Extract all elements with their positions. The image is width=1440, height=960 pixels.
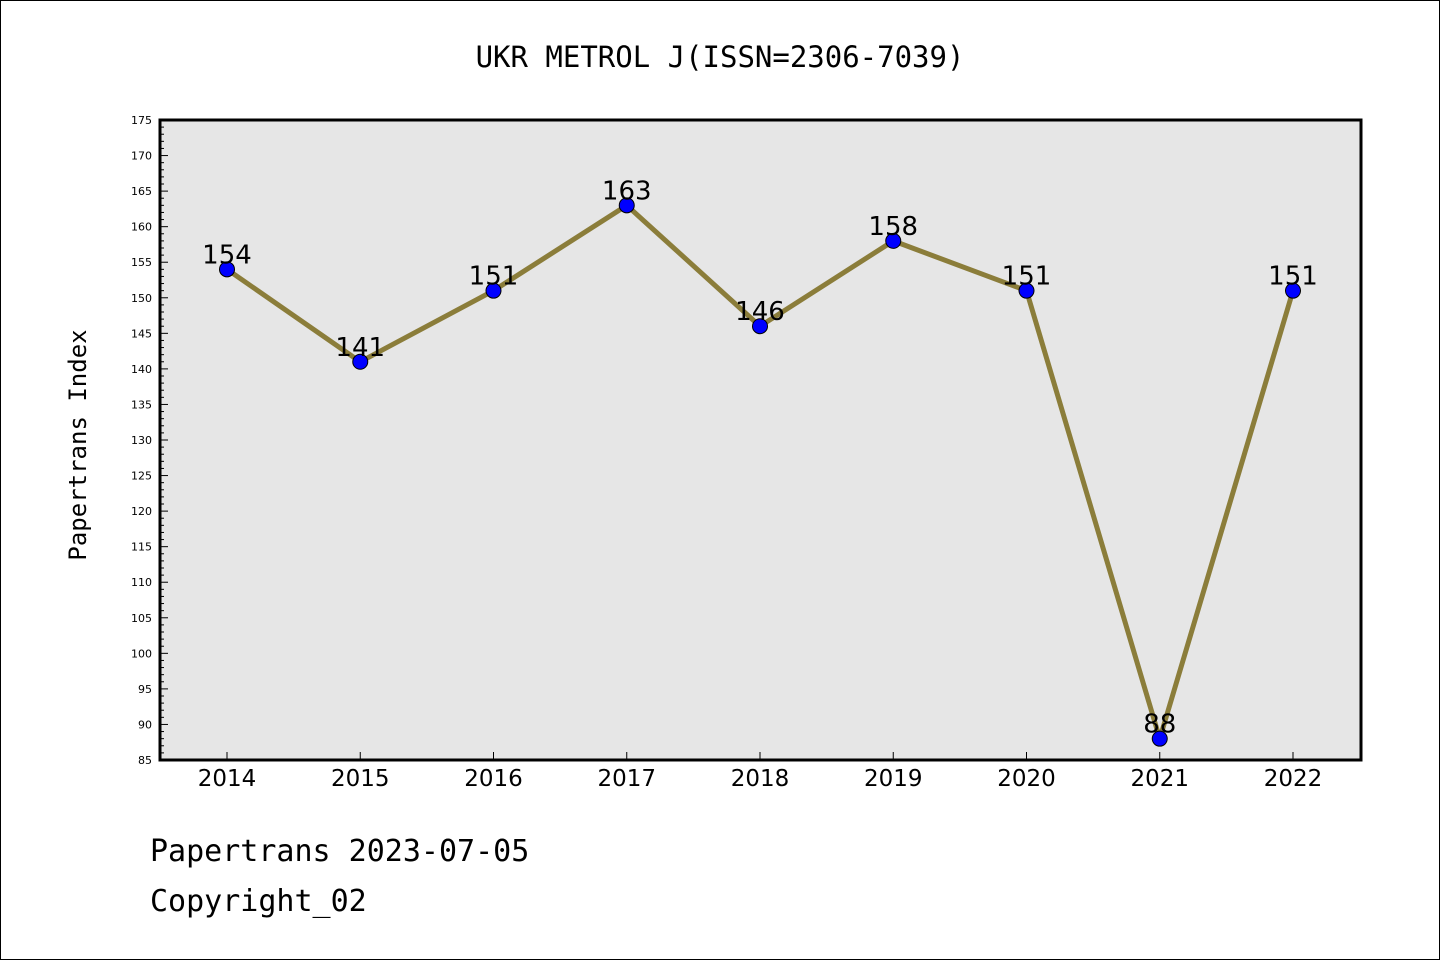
y-tick-label: 100 bbox=[131, 647, 152, 660]
x-tick-label: 2019 bbox=[864, 766, 923, 792]
data-label: 151 bbox=[1268, 262, 1318, 292]
plot-border bbox=[158, 118, 1363, 762]
x-axis-ticks: 2014 2015 2016 2017 2018 2019 2020 2021 2022 bbox=[198, 752, 1323, 792]
data-point bbox=[752, 318, 768, 335]
data-label: 146 bbox=[735, 297, 785, 327]
y-tick-label: 90 bbox=[138, 718, 152, 731]
data-labels: 154 141 151 163 146 158 151 88 151 bbox=[202, 176, 1318, 739]
y-tick-label: 170 bbox=[131, 150, 152, 163]
y-axis-label: Papertrans Index bbox=[64, 329, 92, 560]
y-tick-label: 105 bbox=[131, 612, 152, 625]
y-tick-label: 130 bbox=[131, 434, 152, 447]
x-tick-label: 2014 bbox=[198, 766, 257, 792]
footer-date: Papertrans 2023-07-05 bbox=[150, 834, 530, 869]
y-tick-label: 175 bbox=[131, 114, 152, 127]
data-point-markers bbox=[219, 197, 1301, 747]
data-label: 151 bbox=[1002, 262, 1052, 292]
y-tick-label: 150 bbox=[131, 292, 152, 305]
data-label: 158 bbox=[868, 212, 918, 242]
y-tick-label: 145 bbox=[131, 327, 152, 340]
x-tick-label: 2020 bbox=[997, 766, 1056, 792]
y-tick-label: 110 bbox=[131, 576, 152, 589]
x-tick-label: 2018 bbox=[731, 766, 790, 792]
data-point bbox=[352, 353, 369, 370]
x-tick-label: 2017 bbox=[597, 766, 656, 792]
data-point bbox=[219, 261, 235, 278]
x-tick-label: 2015 bbox=[331, 766, 390, 792]
x-tick-label: 2022 bbox=[1264, 766, 1323, 792]
footer-copyright: Copyright_02 bbox=[150, 884, 367, 919]
x-tick-label: 2016 bbox=[464, 766, 523, 792]
y-tick-label: 135 bbox=[131, 398, 152, 411]
y-axis-ticks: 85 90 95 100 105 110 115 120 125 130 135 140 145 150 1… bbox=[131, 114, 168, 767]
y-tick-label: 120 bbox=[131, 505, 152, 518]
data-label: 154 bbox=[202, 240, 252, 270]
chart-title: UKR METROL J(ISSN=2306-7039) bbox=[476, 40, 965, 74]
y-tick-label: 115 bbox=[131, 541, 152, 554]
data-label: 163 bbox=[602, 176, 652, 206]
data-point bbox=[618, 197, 635, 214]
y-tick-label: 160 bbox=[131, 221, 152, 234]
data-label: 88 bbox=[1143, 710, 1176, 740]
data-label: 151 bbox=[469, 262, 519, 292]
plot-area bbox=[160, 120, 1361, 760]
data-point bbox=[1018, 282, 1035, 299]
x-tick-label: 2021 bbox=[1130, 766, 1189, 792]
data-point bbox=[485, 282, 502, 299]
data-point bbox=[1285, 282, 1301, 299]
data-point bbox=[885, 232, 902, 249]
y-tick-label: 85 bbox=[138, 754, 152, 767]
y-tick-label: 140 bbox=[131, 363, 152, 376]
data-label: 141 bbox=[335, 333, 385, 363]
y-tick-label: 155 bbox=[131, 256, 152, 269]
y-tick-label: 125 bbox=[131, 470, 152, 483]
data-point bbox=[1151, 730, 1168, 747]
y-tick-label: 165 bbox=[131, 185, 152, 198]
y-tick-label: 95 bbox=[138, 683, 152, 696]
